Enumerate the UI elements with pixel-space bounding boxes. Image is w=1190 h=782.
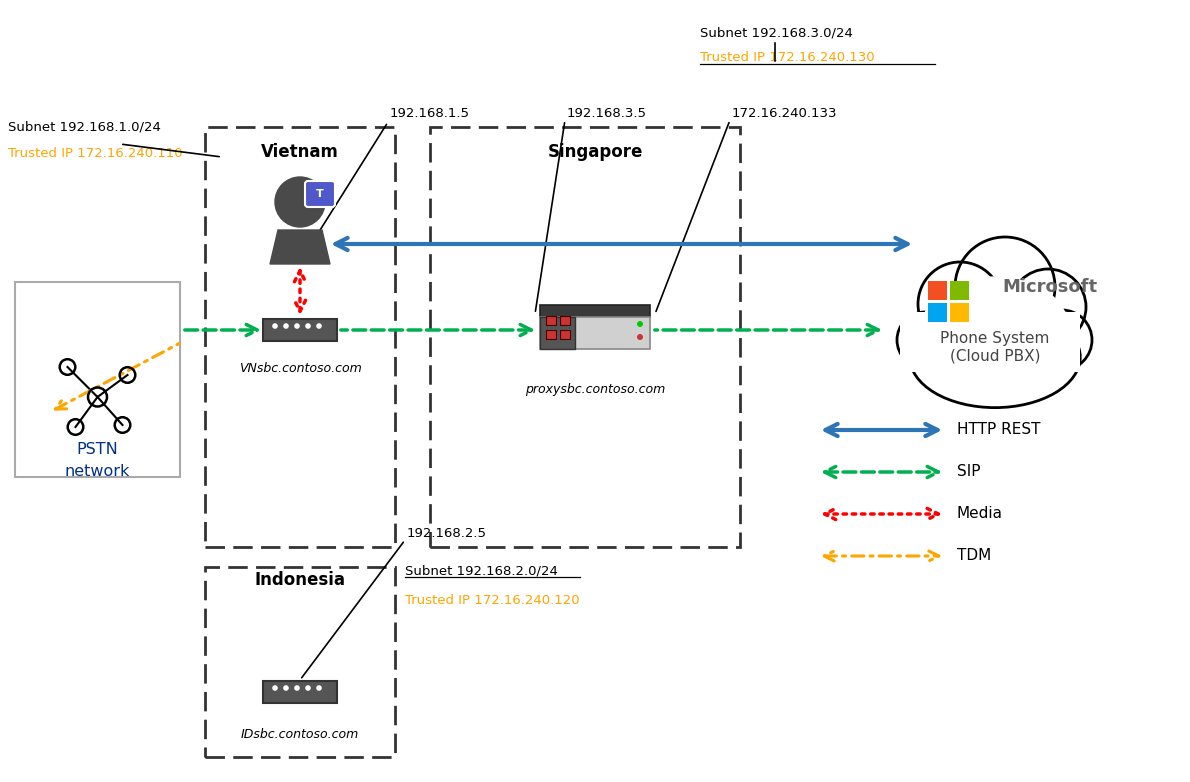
Circle shape	[956, 237, 1056, 337]
Bar	[430, 127, 740, 547]
Text: 192.168.3.5: 192.168.3.5	[566, 107, 647, 120]
FancyBboxPatch shape	[263, 681, 337, 703]
FancyBboxPatch shape	[263, 319, 337, 341]
Circle shape	[897, 312, 953, 368]
Bar	[560, 316, 570, 325]
Text: SIP: SIP	[957, 465, 981, 479]
Circle shape	[917, 262, 1002, 346]
Text: Trusted IP 172.16.240.120: Trusted IP 172.16.240.120	[405, 594, 580, 607]
Text: IDsbc.contoso.com: IDsbc.contoso.com	[240, 727, 359, 741]
Bar	[950, 282, 969, 300]
FancyBboxPatch shape	[540, 305, 650, 317]
Polygon shape	[270, 230, 330, 264]
Ellipse shape	[921, 276, 1069, 378]
Text: 172.16.240.133: 172.16.240.133	[732, 107, 838, 120]
Circle shape	[305, 685, 311, 691]
Text: Singapore: Singapore	[547, 143, 643, 161]
Circle shape	[273, 685, 277, 691]
Text: Indonesia: Indonesia	[255, 571, 345, 589]
Text: proxysbc.contoso.com: proxysbc.contoso.com	[525, 383, 665, 396]
Circle shape	[317, 685, 321, 691]
Circle shape	[283, 685, 289, 691]
Text: HTTP REST: HTTP REST	[957, 422, 1040, 437]
Bar	[950, 303, 969, 322]
FancyBboxPatch shape	[540, 317, 650, 349]
Bar	[15, 282, 180, 477]
Text: TDM: TDM	[957, 548, 991, 564]
Text: Subnet 192.168.1.0/24: Subnet 192.168.1.0/24	[8, 121, 161, 134]
Circle shape	[637, 334, 643, 340]
Circle shape	[317, 323, 321, 328]
Text: 192.168.2.5: 192.168.2.5	[407, 527, 487, 540]
Circle shape	[1010, 269, 1086, 345]
Bar	[900, 312, 1081, 372]
Circle shape	[275, 177, 325, 227]
Text: Subnet 192.168.3.0/24: Subnet 192.168.3.0/24	[700, 27, 853, 40]
FancyBboxPatch shape	[540, 317, 575, 349]
Circle shape	[1032, 310, 1092, 370]
Text: Subnet 192.168.2.0/24: Subnet 192.168.2.0/24	[405, 564, 558, 577]
Circle shape	[637, 321, 643, 327]
Bar	[546, 316, 556, 325]
Text: network: network	[64, 465, 130, 479]
Bar	[928, 282, 947, 300]
Text: Media: Media	[957, 507, 1003, 522]
Text: Trusted IP 172.16.240.110: Trusted IP 172.16.240.110	[8, 147, 182, 160]
Bar	[928, 303, 947, 322]
Bar	[546, 330, 556, 339]
Text: 192.168.1.5: 192.168.1.5	[390, 107, 470, 120]
Text: VNsbc.contoso.com: VNsbc.contoso.com	[239, 363, 362, 375]
Ellipse shape	[909, 307, 1081, 407]
Text: Vietnam: Vietnam	[261, 143, 339, 161]
FancyBboxPatch shape	[305, 181, 336, 207]
Text: Microsoft: Microsoft	[1002, 278, 1097, 296]
Text: PSTN: PSTN	[76, 443, 118, 457]
Circle shape	[294, 685, 300, 691]
Circle shape	[294, 323, 300, 328]
Bar	[205, 127, 395, 547]
Circle shape	[305, 323, 311, 328]
Bar	[560, 330, 570, 339]
Text: T: T	[317, 189, 324, 199]
Bar	[205, 567, 395, 757]
Text: Trusted IP 172.16.240.130: Trusted IP 172.16.240.130	[700, 51, 875, 64]
Circle shape	[273, 323, 277, 328]
Text: Phone System
(Cloud PBX): Phone System (Cloud PBX)	[940, 331, 1050, 363]
Circle shape	[283, 323, 289, 328]
